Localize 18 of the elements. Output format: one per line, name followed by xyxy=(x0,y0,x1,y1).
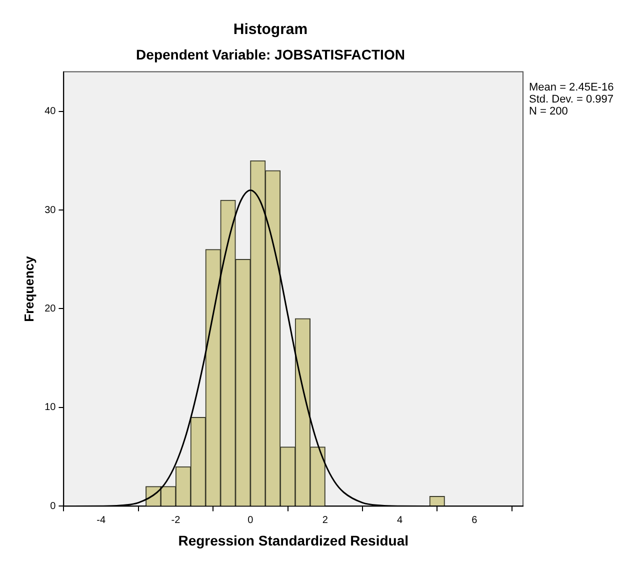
chart-title: Histogram xyxy=(233,21,308,38)
x-tick-label: 4 xyxy=(397,514,403,526)
x-tick-label: -4 xyxy=(96,514,106,526)
x-tick-label: 0 xyxy=(248,514,254,526)
x-axis-title: Regression Standardized Residual xyxy=(178,532,409,548)
text: N = 200 xyxy=(529,105,568,118)
y-tick-label: 30 xyxy=(44,204,56,216)
x-tick-label: -2 xyxy=(171,514,181,526)
y-tick-label: 10 xyxy=(44,402,56,414)
text: Mean = 2.45E-16 xyxy=(529,81,614,94)
x-tick-label: 6 xyxy=(472,514,478,526)
y-axis-title: Frequency xyxy=(21,255,36,322)
text: Std. Dev. = 0.997 xyxy=(529,93,614,106)
y-tick-label: 0 xyxy=(50,500,56,512)
y-tick-label: 20 xyxy=(44,303,56,314)
y-tick-label: 40 xyxy=(44,106,56,118)
chart-subtitle: Dependent Variable: JOBSATISFACTION xyxy=(136,46,405,62)
x-tick-label: 2 xyxy=(322,514,328,526)
